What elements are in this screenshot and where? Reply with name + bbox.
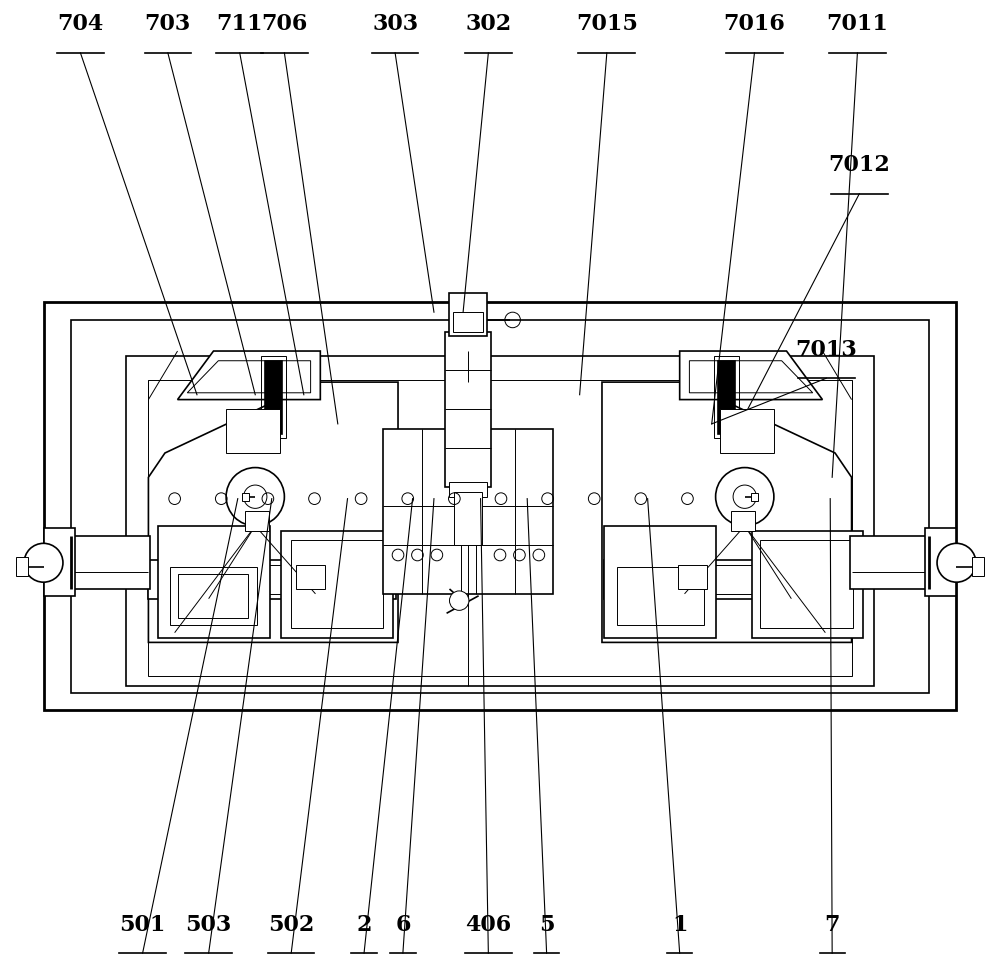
Bar [925,528,956,596]
Bar [148,380,852,676]
Bar [281,531,393,638]
Text: 706: 706 [261,14,308,35]
Bar [265,360,282,433]
Text: 2: 2 [356,914,372,936]
Bar [245,511,269,531]
Bar [614,565,842,594]
Text: 302: 302 [465,14,511,35]
Circle shape [716,468,774,526]
Text: 7016: 7016 [724,14,785,35]
Circle shape [226,468,284,526]
Polygon shape [178,351,320,399]
Polygon shape [187,360,311,393]
Text: 711: 711 [216,14,263,35]
Bar [972,557,984,577]
Bar [71,319,929,693]
Bar [449,482,487,497]
Text: 406: 406 [465,914,511,936]
Bar [73,536,150,589]
Bar [678,565,707,589]
Text: 704: 704 [57,14,104,35]
Text: 7012: 7012 [828,154,890,176]
Bar [720,409,774,453]
Bar [449,293,487,336]
Bar [604,560,852,599]
Text: 503: 503 [186,914,232,936]
Bar [296,565,325,589]
Bar [850,536,927,589]
Polygon shape [148,382,398,643]
Text: 7015: 7015 [576,14,638,35]
Bar [178,575,248,618]
Bar [16,557,28,577]
Polygon shape [602,382,852,643]
Bar [126,356,874,686]
Text: 7013: 7013 [795,339,857,360]
Text: 7011: 7011 [826,14,888,35]
Text: 501: 501 [119,914,166,936]
Bar [261,356,286,438]
Bar [453,313,483,331]
Bar [44,303,956,710]
Bar [242,493,249,501]
Bar [714,356,739,438]
Polygon shape [689,360,813,393]
Bar [383,429,553,594]
Bar [617,567,704,625]
Text: 502: 502 [268,914,314,936]
Text: 303: 303 [372,14,418,35]
Text: 6: 6 [395,914,411,936]
Bar [731,511,755,531]
Circle shape [449,591,469,611]
Text: 7: 7 [824,914,840,936]
Bar [158,565,386,594]
Text: 5: 5 [539,914,554,936]
Bar [44,528,75,596]
Bar [148,560,396,599]
Polygon shape [680,351,822,399]
Bar [752,531,863,638]
Bar [226,409,280,453]
Bar [760,541,853,628]
Circle shape [24,543,63,582]
Bar [158,526,270,638]
Circle shape [937,543,976,582]
Bar [170,567,257,625]
Circle shape [733,485,756,508]
Bar [718,360,735,433]
Bar [445,331,491,487]
Circle shape [244,485,267,508]
Bar [751,493,758,501]
Bar [454,492,482,545]
Text: 1: 1 [672,914,687,936]
Bar [604,526,716,638]
Text: 703: 703 [145,14,191,35]
Bar [291,541,383,628]
